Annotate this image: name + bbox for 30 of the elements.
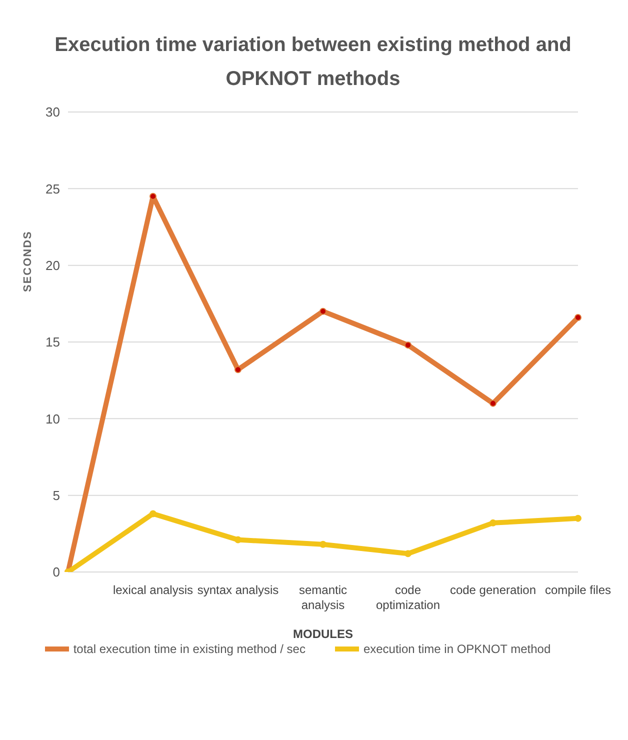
x-tick-label: code optimization bbox=[376, 583, 440, 612]
point bbox=[150, 192, 156, 200]
y-axis-title: SECONDS bbox=[22, 230, 34, 292]
point bbox=[574, 314, 582, 321]
point bbox=[404, 342, 412, 349]
x-tick-label: compile files bbox=[544, 583, 612, 597]
y-tick-label: 25 bbox=[46, 181, 60, 196]
legend-label: total execution time in existing method / sec bbox=[72, 642, 306, 656]
point bbox=[234, 536, 242, 544]
point bbox=[320, 308, 326, 315]
y-tick-label: 5 bbox=[52, 488, 60, 503]
point bbox=[234, 366, 242, 374]
x-tick-label: code generation bbox=[450, 583, 536, 597]
y-tick-label: 15 bbox=[46, 334, 60, 350]
chart-title: Execution time variation between existing method and OPKNOT methods bbox=[54, 33, 572, 92]
point bbox=[574, 514, 582, 522]
x-tick-label: semantic analysis bbox=[298, 583, 348, 612]
point bbox=[490, 519, 496, 526]
point bbox=[320, 540, 326, 548]
x-tick-label: syntax analysis bbox=[197, 583, 279, 597]
y-tick-label: 30 bbox=[46, 104, 60, 120]
point bbox=[404, 550, 412, 558]
y-tick-label: 20 bbox=[46, 258, 60, 273]
y-tick-label: 0 bbox=[52, 564, 60, 580]
x-axis-title: MODULES bbox=[293, 627, 353, 641]
y-tick-label: 10 bbox=[46, 411, 60, 426]
point bbox=[150, 510, 156, 518]
x-tick-label: lexical analysis bbox=[112, 583, 194, 597]
point bbox=[490, 400, 496, 407]
legend-label: execution time in OPKNOT method bbox=[362, 642, 551, 656]
